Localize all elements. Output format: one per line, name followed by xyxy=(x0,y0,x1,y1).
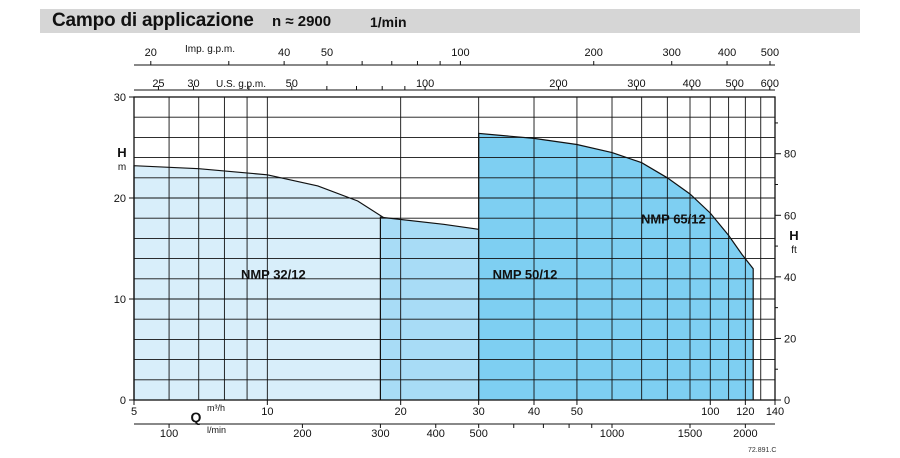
x-m3h-tick-label: 5 xyxy=(131,406,137,418)
y-m-tick-label: 20 xyxy=(114,193,126,205)
figure-code: 72.891.C xyxy=(748,447,777,454)
x-usgpm-tick-label: 300 xyxy=(627,78,645,90)
y-ft-axis-unit: ft xyxy=(791,245,797,256)
x-lmin-tick-label: 1000 xyxy=(600,428,624,440)
x-lmin-tick-label: 500 xyxy=(469,428,487,440)
frame-rect xyxy=(133,96,776,401)
x-lmin-tick-label: 100 xyxy=(160,428,178,440)
x-usgpm-tick-label: 25 xyxy=(152,78,164,90)
x-usgpm-tick-label: 50 xyxy=(286,78,298,90)
x-impgpm-tick-label: 400 xyxy=(718,47,736,59)
x-m3h-tick-label: 100 xyxy=(701,406,719,418)
x-usgpm-tick-label: 200 xyxy=(549,78,567,90)
y-m-axis-label: H xyxy=(117,145,126,160)
chart-title: Campo di applicazione xyxy=(52,10,254,31)
x-usgpm-tick-label: 500 xyxy=(726,78,744,90)
speed-label: n ≈ 2900 xyxy=(272,13,332,30)
x-lmin-tick-label: 400 xyxy=(427,428,445,440)
y-m-axis-unit: m xyxy=(118,162,126,173)
series-label-2: NMP 65/12 xyxy=(641,211,706,226)
x-impgpm-tick-label: 200 xyxy=(585,47,603,59)
series-areas xyxy=(133,132,754,400)
x-m3h-unit: m³/h xyxy=(207,403,225,413)
y-m-tick-label: 10 xyxy=(114,294,126,306)
x-lmin-tick-label: 200 xyxy=(293,428,311,440)
x-lmin-unit: l/min xyxy=(207,425,226,435)
header-bar xyxy=(40,9,860,33)
x-lmin-tick-label: 1500 xyxy=(678,428,702,440)
x-impgpm-tick-label: 100 xyxy=(451,47,469,59)
x-lmin-tick-label: 2000 xyxy=(733,428,757,440)
plot-frame xyxy=(129,61,781,428)
x-m3h-tick-label: 40 xyxy=(528,406,540,418)
x-m3h-tick-label: 120 xyxy=(736,406,754,418)
x-impgpm-tick-label: 300 xyxy=(663,47,681,59)
y-ft-tick-label: 80 xyxy=(784,149,796,161)
x-impgpm-tick-label: 500 xyxy=(761,47,779,59)
x-impgpm-tick-label: 40 xyxy=(278,47,290,59)
y-ft-tick-label: 40 xyxy=(784,272,796,284)
x-usgpm-tick-label: 600 xyxy=(761,78,779,90)
series-labels: NMP 32/12 NMP 50/12 NMP 65/12 xyxy=(241,211,706,282)
y-m-tick-label: 30 xyxy=(114,92,126,104)
x-m3h-tick-label: 10 xyxy=(261,406,273,418)
x-impgpm-tick-label: 50 xyxy=(321,47,333,59)
x-m3h-tick-label: 30 xyxy=(473,406,485,418)
series-label-0: NMP 32/12 xyxy=(241,267,306,282)
series-area-2 xyxy=(478,133,754,400)
speed-unit: 1/min xyxy=(370,14,407,30)
x-m3h-tick-label: 20 xyxy=(395,406,407,418)
x-m3h-tick-label: 50 xyxy=(571,406,583,418)
series-label-1: NMP 50/12 xyxy=(493,267,558,282)
x-impgpm-tick-label: 20 xyxy=(145,47,157,59)
x-usgpm-axis-label: U.S. g.p.m. xyxy=(216,79,266,90)
x-axis-label-q: Q xyxy=(191,409,202,425)
x-lmin-tick-label: 300 xyxy=(371,428,389,440)
axis-labels: 0 10 20 30 Hm 0 20 40 60 80 Hft 5 10 20 30 40 50 100 120 14… xyxy=(114,44,799,440)
x-m3h-tick-label: 140 xyxy=(766,406,784,418)
x-usgpm-tick-label: 100 xyxy=(416,78,434,90)
y-ft-tick-label: 0 xyxy=(784,395,790,407)
y-ft-tick-label: 60 xyxy=(784,210,796,222)
series-area-0 xyxy=(134,165,444,400)
x-usgpm-tick-label: 30 xyxy=(187,78,199,90)
grid-lines xyxy=(133,97,776,400)
x-impgpm-axis-label: Imp. g.p.m. xyxy=(185,44,235,55)
y-m-tick-label: 0 xyxy=(120,395,126,407)
x-usgpm-tick-label: 400 xyxy=(683,78,701,90)
y-ft-axis-label: H xyxy=(789,228,798,243)
y-ft-tick-label: 20 xyxy=(784,333,796,345)
